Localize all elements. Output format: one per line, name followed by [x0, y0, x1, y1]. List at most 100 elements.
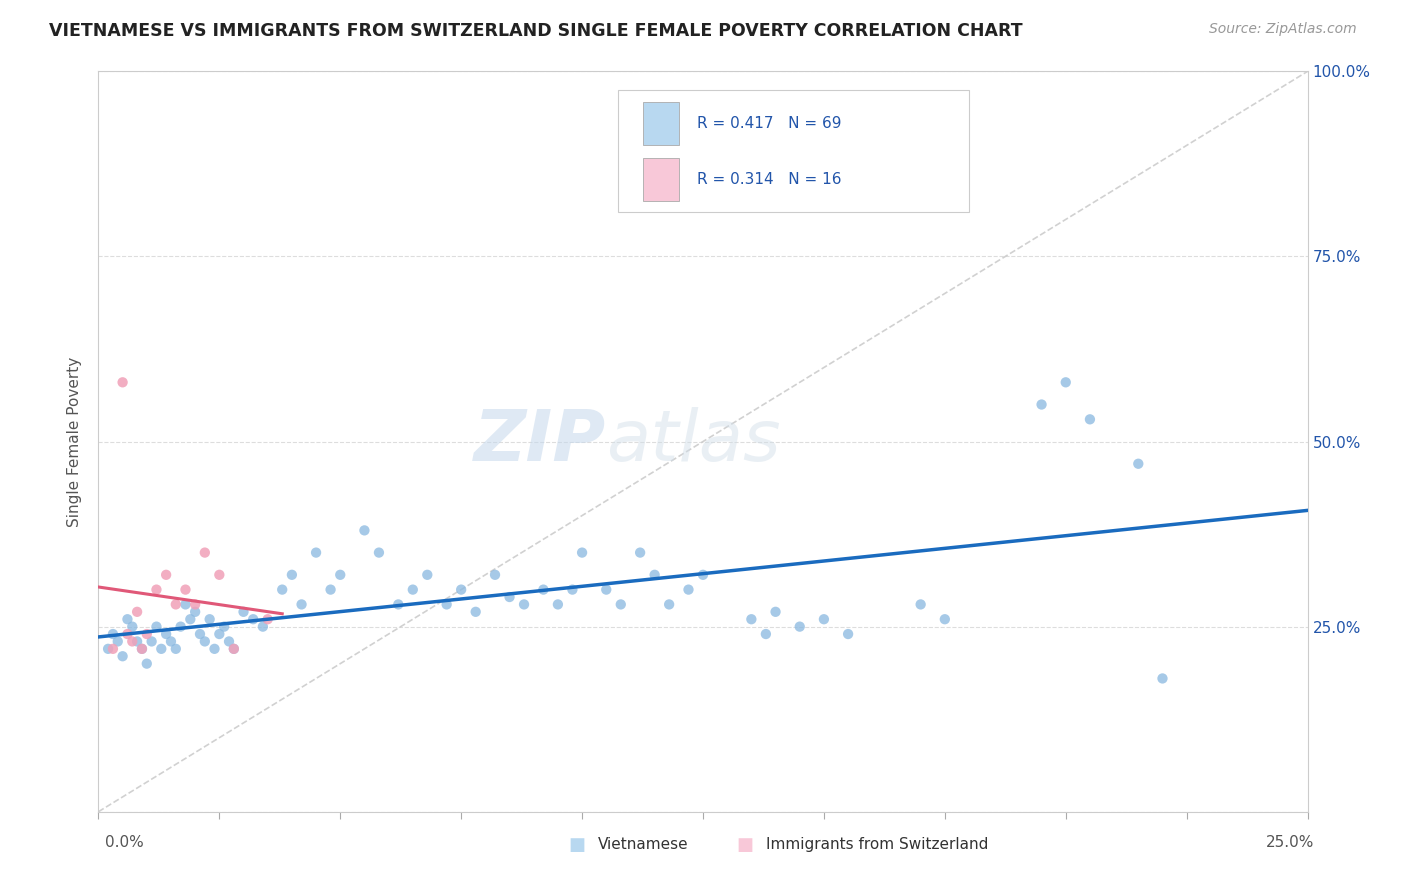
Point: [1031, 398, 1053, 412]
Point: [329, 567, 352, 582]
Point: [464, 605, 486, 619]
Point: [1054, 376, 1077, 390]
Point: [174, 582, 197, 597]
Point: [290, 598, 312, 612]
Point: [402, 582, 425, 597]
Point: [531, 582, 554, 597]
Point: [208, 627, 231, 641]
Point: [813, 612, 835, 626]
Point: [107, 634, 129, 648]
Text: Immigrants from Switzerland: Immigrants from Switzerland: [766, 838, 988, 852]
Point: [644, 567, 666, 582]
FancyBboxPatch shape: [643, 158, 679, 201]
Point: [135, 657, 157, 671]
Point: [111, 649, 134, 664]
FancyBboxPatch shape: [643, 103, 679, 145]
Text: VIETNAMESE VS IMMIGRANTS FROM SWITZERLAND SINGLE FEMALE POVERTY CORRELATION CHAR: VIETNAMESE VS IMMIGRANTS FROM SWITZERLAN…: [49, 22, 1022, 40]
Point: [281, 567, 304, 582]
Point: [595, 582, 617, 597]
Point: [837, 627, 859, 641]
Point: [436, 598, 458, 612]
Point: [678, 582, 700, 597]
Point: [127, 634, 149, 648]
Point: [628, 546, 651, 560]
Point: [174, 598, 197, 612]
Point: [232, 605, 254, 619]
Point: [271, 582, 294, 597]
Point: [484, 567, 506, 582]
Text: 0.0%: 0.0%: [105, 836, 145, 850]
Point: [141, 634, 163, 648]
Point: [387, 598, 409, 612]
Point: [145, 582, 167, 597]
Point: [571, 546, 593, 560]
Y-axis label: Single Female Poverty: Single Female Poverty: [67, 357, 83, 526]
Point: [222, 641, 245, 656]
Point: [121, 634, 143, 648]
Point: [740, 612, 762, 626]
Point: [165, 598, 187, 612]
Text: ■: ■: [568, 836, 585, 854]
Text: R = 0.417   N = 69: R = 0.417 N = 69: [697, 117, 841, 131]
Point: [101, 641, 124, 656]
Point: [218, 634, 240, 648]
Text: Vietnamese: Vietnamese: [598, 838, 688, 852]
Point: [789, 619, 811, 633]
Point: [145, 619, 167, 633]
Text: R = 0.314   N = 16: R = 0.314 N = 16: [697, 172, 841, 187]
Point: [169, 619, 191, 633]
Text: atlas: atlas: [606, 407, 780, 476]
Text: 25.0%: 25.0%: [1267, 836, 1315, 850]
Text: ■: ■: [737, 836, 754, 854]
Point: [242, 612, 264, 626]
Point: [184, 598, 207, 612]
Point: [150, 641, 173, 656]
Point: [305, 546, 328, 560]
Text: Source: ZipAtlas.com: Source: ZipAtlas.com: [1209, 22, 1357, 37]
Point: [252, 619, 274, 633]
Point: [155, 567, 177, 582]
Point: [1152, 672, 1174, 686]
Point: [561, 582, 583, 597]
Point: [204, 641, 226, 656]
Point: [610, 598, 633, 612]
Point: [160, 634, 183, 648]
Text: ZIP: ZIP: [474, 407, 606, 476]
Point: [155, 627, 177, 641]
Point: [179, 612, 201, 626]
FancyBboxPatch shape: [619, 90, 969, 212]
Point: [910, 598, 932, 612]
Point: [184, 605, 207, 619]
Point: [121, 619, 143, 633]
Point: [208, 567, 231, 582]
Point: [101, 627, 124, 641]
Point: [658, 598, 681, 612]
Point: [127, 605, 149, 619]
Point: [198, 612, 221, 626]
Point: [416, 567, 439, 582]
Point: [111, 376, 134, 390]
Point: [135, 627, 157, 641]
Point: [319, 582, 342, 597]
Point: [755, 627, 778, 641]
Point: [547, 598, 569, 612]
Point: [188, 627, 211, 641]
Point: [450, 582, 472, 597]
Point: [194, 546, 217, 560]
Point: [498, 590, 520, 604]
Point: [256, 612, 278, 626]
Point: [165, 641, 187, 656]
Point: [934, 612, 956, 626]
Point: [97, 641, 120, 656]
Point: [212, 619, 235, 633]
Point: [692, 567, 714, 582]
Point: [1078, 412, 1101, 426]
Point: [117, 627, 139, 641]
Point: [353, 524, 375, 538]
Point: [131, 641, 153, 656]
Point: [194, 634, 217, 648]
Point: [222, 641, 245, 656]
Point: [117, 612, 139, 626]
Point: [368, 546, 391, 560]
Point: [765, 605, 787, 619]
